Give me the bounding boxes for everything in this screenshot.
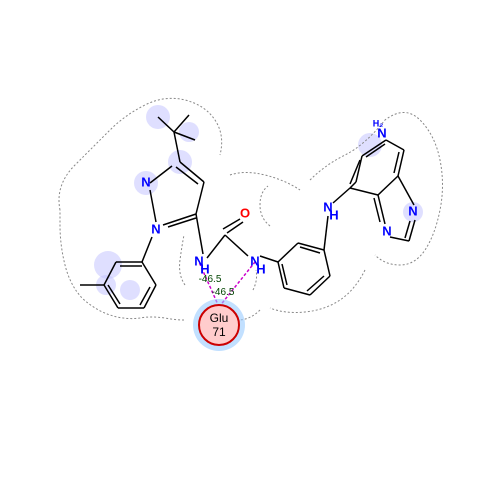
svg-text:O: O [240,205,250,220]
interaction-diagram: -46.5-46.5 NNNHNHONHNNNH₂ Glu71 [0,0,500,500]
svg-text:H₂: H₂ [373,118,384,128]
svg-text:N: N [382,223,391,238]
svg-text:H: H [200,261,209,276]
svg-text:N: N [141,174,150,189]
svg-text:H: H [329,207,338,222]
svg-text:71: 71 [212,325,226,339]
svg-text:Glu: Glu [210,311,229,325]
svg-text:H: H [256,261,265,276]
svg-text:N: N [151,221,160,236]
svg-text:-46.5: -46.5 [212,287,235,298]
svg-text:N: N [408,203,417,218]
residue-marker: Glu71 [193,299,245,351]
